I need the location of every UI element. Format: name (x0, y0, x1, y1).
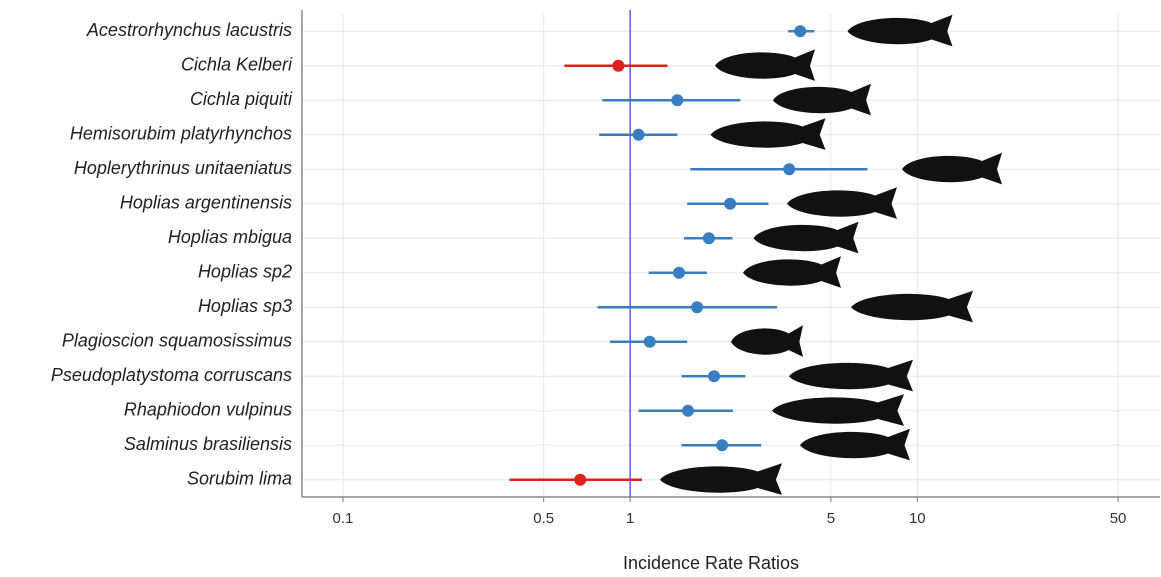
fish-icon (743, 256, 841, 288)
fish-icon (710, 118, 826, 150)
fish-icon (789, 359, 913, 392)
x-axis-title: Incidence Rate Ratios (623, 553, 799, 573)
x-tick-label: 0.5 (533, 510, 554, 527)
fish-icon (773, 83, 871, 116)
point (702, 232, 715, 245)
fish-icon (660, 463, 782, 495)
y-tick-label: Hoplerythrinus unitaeniatus (74, 158, 292, 178)
y-tick-label: Sorubim lima (187, 469, 292, 489)
fish-icon (902, 152, 1002, 185)
point (708, 370, 721, 383)
point (724, 197, 737, 210)
fish-icon (787, 187, 897, 219)
y-tick-label: Hoplias argentinensis (120, 193, 292, 213)
x-tick-label: 10 (909, 510, 926, 527)
y-tick-label: Acestrorhynchus lacustris (86, 20, 292, 40)
point (716, 439, 729, 452)
y-tick-label: Rhaphiodon vulpinus (124, 400, 292, 420)
fish-icon (731, 325, 803, 357)
y-tick-label: Plagioscion squamosissimus (62, 331, 292, 351)
point (681, 404, 694, 417)
y-tick-label: Hoplias mbigua (168, 227, 292, 247)
x-tick-label: 50 (1110, 510, 1127, 527)
fish-icon (753, 221, 859, 254)
fish-icon (847, 14, 953, 47)
fish-icon (800, 428, 910, 461)
y-tick-label: Hoplias sp2 (198, 262, 292, 282)
x-tick-label: 0.1 (333, 510, 354, 527)
y-tick-label: Hoplias sp3 (198, 296, 292, 316)
fish-icon (715, 49, 815, 81)
x-tick-label: 1 (626, 510, 634, 527)
y-tick-label: Pseudoplatystoma corruscans (51, 365, 292, 385)
y-tick-label: Hemisorubim platyrhynchos (70, 124, 292, 144)
fish-icon (772, 394, 904, 426)
point (671, 94, 684, 107)
point (794, 25, 807, 38)
y-tick-label: Cichla piquiti (190, 89, 293, 109)
point (673, 266, 686, 279)
point (612, 59, 625, 72)
point (574, 473, 587, 486)
point (643, 335, 656, 348)
y-tick-label: Cichla Kelberi (181, 55, 293, 75)
point (691, 301, 704, 314)
point (783, 163, 796, 176)
fish-icon (851, 290, 973, 323)
x-tick-label: 5 (827, 510, 835, 527)
y-tick-label: Salminus brasiliensis (124, 434, 292, 454)
point (632, 128, 645, 141)
